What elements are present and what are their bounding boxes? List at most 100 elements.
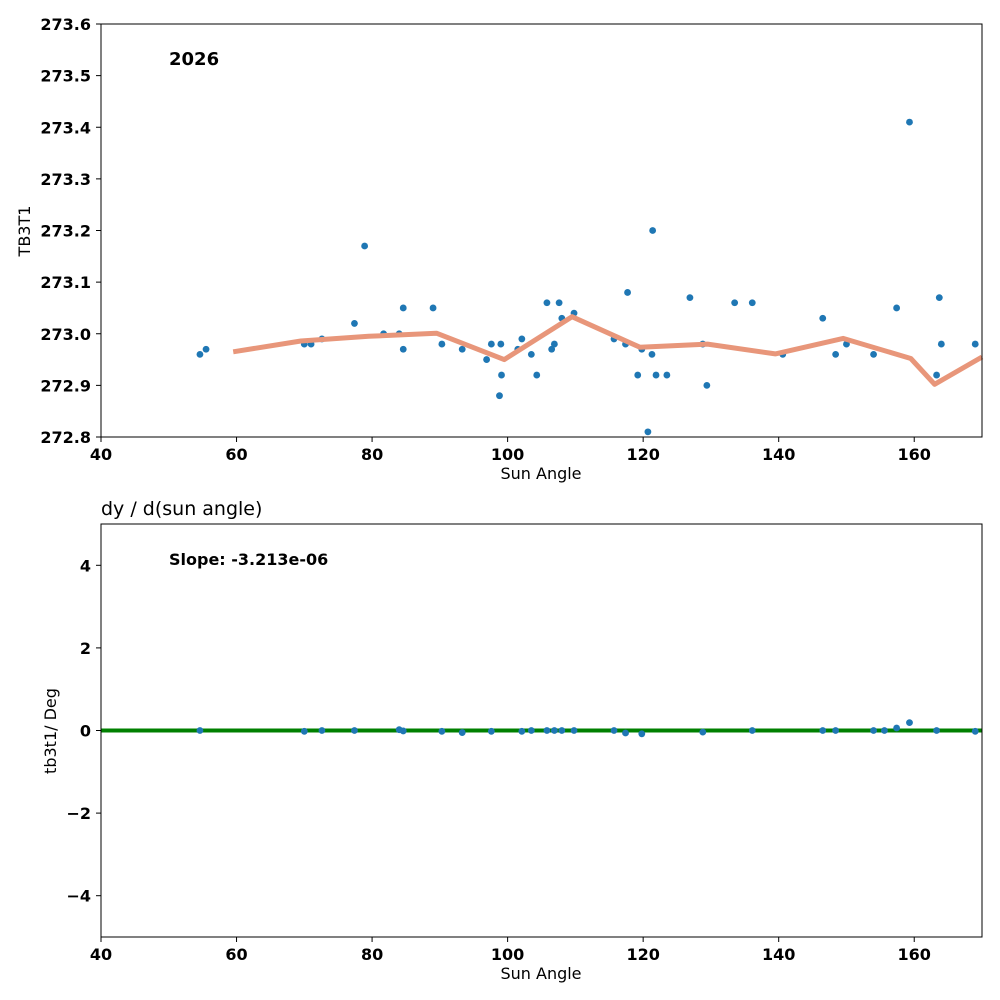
top-x-tick-label: 100 [491, 445, 524, 464]
bottom-data-point [870, 727, 877, 734]
top-data-point [748, 299, 756, 307]
top-y-axis-label: TB3T1 [15, 206, 34, 258]
bottom-x-axis-label: Sun Angle [500, 964, 581, 983]
top-x-ticks: 40 60 80 100 120 140 160 [90, 437, 931, 464]
bottom-data-point [527, 727, 535, 734]
top-x-tick-label: 60 [225, 445, 247, 464]
top-data-point [533, 371, 541, 379]
bottom-data-point [881, 727, 888, 734]
top-data-point [399, 304, 407, 312]
top-data-point [458, 345, 466, 353]
bottom-data-point [487, 727, 495, 735]
top-y-tick-label: 272.9 [40, 376, 91, 395]
top-data-point [663, 371, 671, 379]
top-data-point [351, 320, 358, 327]
top-x-tick-label: 40 [90, 445, 112, 464]
top-y-tick-label: 273.5 [40, 67, 91, 86]
bottom-data-point [819, 727, 827, 734]
top-data-point [548, 345, 556, 353]
top-data-point [497, 340, 505, 348]
bottom-data-point [550, 727, 558, 734]
top-data-point [634, 371, 642, 379]
bottom-data-point [610, 727, 618, 734]
top-y-tick-label: 273.1 [40, 273, 91, 292]
bottom-data-point [933, 727, 940, 734]
bottom-y-tick-label: −2 [66, 804, 91, 823]
bottom-data-point [438, 727, 446, 735]
bottom-y-tick-label: −4 [66, 887, 91, 906]
bottom-data-point [399, 727, 407, 735]
bottom-data-point [196, 727, 204, 734]
bottom-data-point [458, 729, 466, 736]
top-x-tick-label: 140 [762, 445, 795, 464]
bottom-y-tick-label: 2 [80, 639, 91, 658]
bottom-data-point [351, 727, 358, 734]
top-x-tick-label: 120 [626, 445, 659, 464]
bottom-data-point [558, 727, 566, 734]
bottom-x-tick-label: 120 [626, 945, 659, 964]
top-data-point [518, 335, 526, 343]
top-data-point [933, 371, 940, 379]
top-data-point [399, 345, 407, 353]
top-panel: 40 60 80 100 120 140 160 272.8 272.9 273.0 273.1 2… [15, 15, 984, 483]
bottom-panel: dy / d(sun angle) 40 60 80 100 120 140 160 −4−… [41, 498, 983, 983]
top-y-tick-label: 273.2 [40, 222, 91, 241]
top-data-point [870, 351, 877, 358]
top-data-point [202, 345, 210, 353]
top-data-point [937, 340, 945, 348]
slope-annotation: Slope: -3.213e-06 [169, 550, 328, 569]
bottom-y-ticks: −4 −2 0 2 4 [66, 556, 101, 906]
bottom-data-point [906, 719, 913, 727]
bottom-y-tick-label: 4 [80, 556, 91, 575]
top-data-point [906, 118, 913, 126]
top-x-tick-label: 80 [361, 445, 383, 464]
top-data-point [487, 340, 495, 348]
top-data-point [624, 289, 631, 296]
bottom-data-point [543, 727, 551, 734]
bottom-chart-title: dy / d(sun angle) [101, 498, 262, 520]
top-year-annotation: 2026 [169, 49, 219, 70]
top-y-tick-label: 273.0 [40, 325, 91, 344]
top-x-axis-label: Sun Angle [500, 464, 581, 483]
bottom-scatter-points [196, 719, 979, 738]
top-data-point [555, 299, 563, 307]
top-data-point [649, 227, 657, 234]
top-y-tick-label: 272.8 [40, 428, 91, 447]
top-data-point [971, 340, 979, 348]
bottom-data-point [893, 724, 901, 732]
top-trend-line [232, 314, 984, 387]
bottom-data-point [832, 727, 840, 734]
top-x-tick-label: 160 [898, 445, 931, 464]
top-data-point [703, 381, 711, 389]
bottom-y-tick-label: 0 [80, 722, 91, 741]
top-data-point [550, 340, 558, 348]
top-data-point [496, 392, 503, 400]
bottom-x-tick-label: 80 [361, 945, 383, 964]
top-y-tick-label: 273.4 [40, 118, 91, 137]
bottom-data-point [748, 727, 756, 734]
bottom-data-point [570, 727, 578, 734]
top-y-tick-label: 273.3 [40, 170, 91, 189]
bottom-data-point [638, 730, 646, 738]
top-data-point [429, 304, 437, 312]
bottom-x-tick-label: 60 [225, 945, 247, 964]
top-data-point [893, 304, 901, 312]
bottom-x-tick-label: 160 [898, 945, 931, 964]
bottom-data-point [518, 727, 526, 735]
bottom-x-tick-label: 40 [90, 945, 112, 964]
top-data-point [438, 340, 446, 348]
top-data-point [543, 299, 551, 307]
top-y-tick-label: 273.6 [40, 15, 91, 34]
bottom-y-axis-label: tb3t1/ Deg [41, 688, 60, 774]
bottom-data-point [699, 728, 707, 736]
bottom-data-point [622, 729, 629, 737]
top-data-point [361, 242, 369, 250]
top-data-point [652, 371, 660, 379]
top-data-point [483, 356, 491, 363]
top-data-point [819, 314, 827, 322]
top-data-point [686, 294, 694, 302]
bottom-data-point [318, 727, 326, 734]
top-data-point [644, 428, 652, 436]
